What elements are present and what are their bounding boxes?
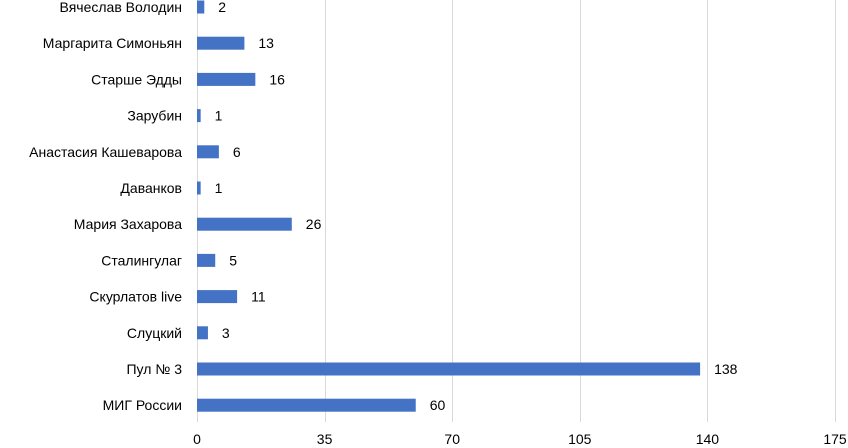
bar bbox=[197, 72, 256, 86]
data-label: 138 bbox=[714, 361, 738, 377]
category-label: МИГ России bbox=[103, 397, 182, 413]
x-axis-tick-labels: 0 35 70 105 140 175 bbox=[193, 431, 847, 447]
data-label: 1 bbox=[215, 180, 223, 196]
bar bbox=[197, 326, 208, 340]
bar bbox=[197, 362, 701, 376]
data-label: 26 bbox=[306, 216, 322, 232]
category-label: Слуцкий bbox=[127, 325, 182, 341]
data-label: 1 bbox=[215, 108, 223, 124]
category-label: Сталингулаг bbox=[101, 252, 182, 268]
data-label: 13 bbox=[258, 35, 274, 51]
bar bbox=[197, 145, 219, 159]
category-label: Вячеслав Володин bbox=[60, 0, 182, 15]
x-tick-label: 70 bbox=[444, 431, 460, 447]
category-label: Зарубин bbox=[127, 108, 182, 124]
bar bbox=[197, 0, 205, 14]
data-label: 5 bbox=[229, 252, 237, 268]
category-label: Мария Захарова bbox=[74, 216, 182, 232]
bar bbox=[197, 109, 201, 123]
category-label: Скурлатов live bbox=[89, 289, 182, 305]
data-label: 3 bbox=[222, 325, 230, 341]
grid-lines bbox=[197, 0, 836, 422]
bar bbox=[197, 217, 292, 231]
bar bbox=[197, 290, 238, 304]
bar bbox=[197, 398, 416, 412]
data-label: 6 bbox=[233, 144, 241, 160]
bar bbox=[197, 36, 245, 50]
category-label: Маргарита Симоньян bbox=[43, 35, 182, 51]
x-tick-label: 35 bbox=[317, 431, 333, 447]
data-label: 16 bbox=[269, 71, 285, 87]
x-tick-label: 175 bbox=[823, 431, 847, 447]
category-label: Старше Эдды bbox=[91, 71, 182, 87]
x-tick-label: 0 bbox=[193, 431, 201, 447]
category-labels: Вячеслав Володин Маргарита Симоньян Старше… bbox=[29, 0, 182, 413]
category-label: Пул № 3 bbox=[126, 361, 182, 377]
data-label: 2 bbox=[218, 0, 226, 15]
data-label: 11 bbox=[251, 289, 266, 305]
x-tick-label: 140 bbox=[696, 431, 720, 447]
bar bbox=[197, 253, 216, 267]
bar bbox=[197, 181, 201, 195]
category-label: Даванков bbox=[120, 180, 182, 196]
x-tick-label: 105 bbox=[568, 431, 592, 447]
bars bbox=[197, 0, 701, 412]
category-label: Анастасия Кашеварова bbox=[29, 144, 182, 160]
data-label: 60 bbox=[430, 397, 446, 413]
